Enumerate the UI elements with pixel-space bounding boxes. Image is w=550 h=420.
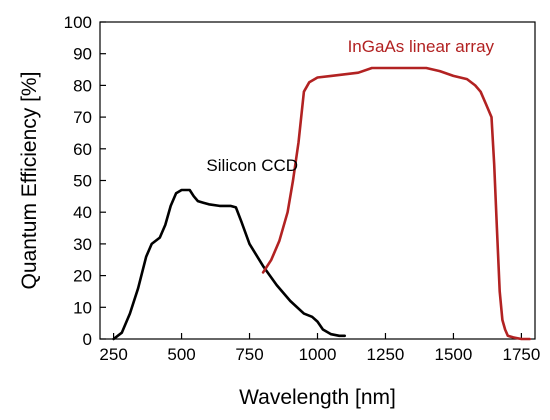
series-line-silicon-ccd	[112, 188, 347, 341]
ingaas-label: InGaAs linear array	[348, 37, 495, 56]
series-layer	[112, 66, 531, 341]
y-tick-label: 80	[73, 76, 92, 95]
y-tick-label: 60	[73, 140, 92, 159]
y-tick-label: 40	[73, 203, 92, 222]
silicon-ccd-label: Silicon CCD	[206, 156, 298, 175]
y-tick-label: 30	[73, 235, 92, 254]
x-tick-label: 250	[99, 345, 127, 364]
series-line-ingaas-linear-array	[261, 66, 531, 341]
x-tick-label: 750	[235, 345, 263, 364]
x-tick-label: 500	[167, 345, 195, 364]
x-tick-label: 1000	[299, 345, 337, 364]
y-tick-label: 100	[64, 13, 92, 32]
axes: 250 500 750 1000 1250 1500 1750 0 10 20 30 40 50 60 70…	[64, 13, 541, 364]
x-tick-label: 1250	[367, 345, 405, 364]
labels-layer: Wavelength [nm] Quantum Efficiency [%] Sil…	[18, 37, 495, 409]
y-axis-title: Quantum Efficiency [%]	[18, 72, 41, 290]
x-tick-label: 1750	[502, 345, 540, 364]
y-tick-label: 50	[73, 172, 92, 191]
y-tick-label: 20	[73, 267, 92, 286]
x-tick-label: 1500	[435, 345, 473, 364]
y-tick-label: 10	[73, 298, 92, 317]
y-tick-label: 90	[73, 45, 92, 64]
x-axis-title: Wavelength [nm]	[239, 386, 396, 409]
y-tick-label: 70	[73, 108, 92, 127]
plot-frame	[99, 21, 536, 340]
y-tick-label: 0	[83, 330, 92, 349]
